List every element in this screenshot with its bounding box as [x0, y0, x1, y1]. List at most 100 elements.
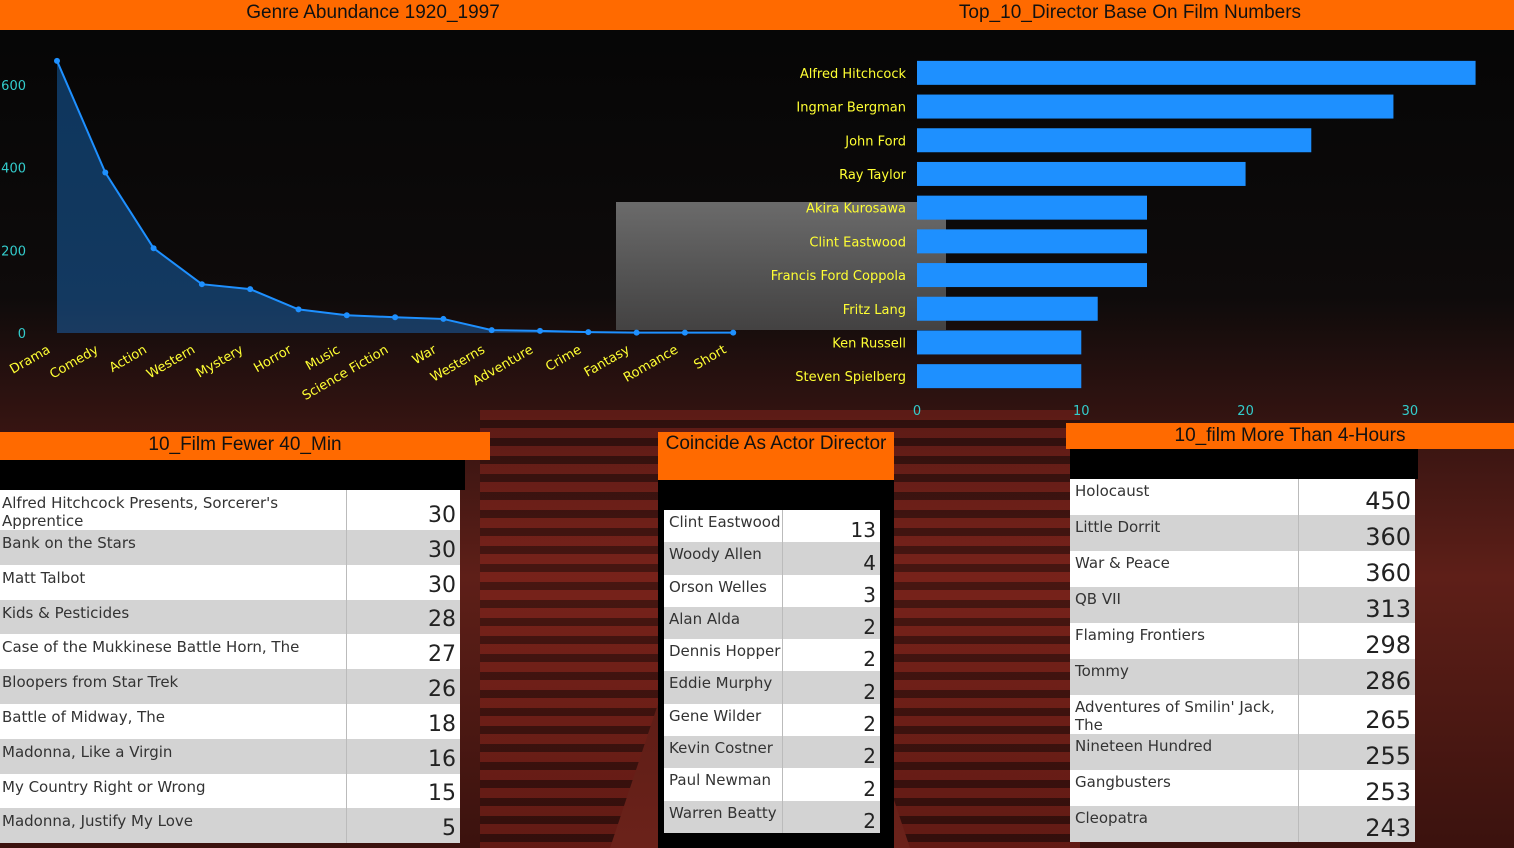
- actor-director-row[interactable]: Kevin Costner 2: [664, 736, 880, 769]
- actor-director-title: Coincide As Actor Director: [665, 433, 887, 454]
- actor-director-value-cell: 2: [782, 671, 880, 704]
- long-films-title: 10_film More Than 4-Hours: [1174, 425, 1406, 446]
- long-films-value-cell: 243: [1298, 806, 1415, 842]
- actor-director-row[interactable]: Eddie Murphy 2: [664, 671, 880, 704]
- actor-director-row[interactable]: Clint Eastwood 13: [664, 510, 880, 543]
- genre-point-action[interactable]: [150, 245, 157, 252]
- short-films-value-cell: 30: [346, 564, 460, 600]
- long-films-name-cell: Nineteen Hundred: [1070, 734, 1299, 770]
- actor-director-value-cell: 2: [782, 703, 880, 737]
- actor-director-row[interactable]: Woody Allen 4: [664, 542, 880, 575]
- genre-x-tick-label: Mystery: [194, 342, 247, 381]
- short-films-table-header-bar: [0, 460, 465, 490]
- long-films-row[interactable]: Nineteen Hundred 255: [1070, 734, 1415, 770]
- genre-x-tick-label: Romance: [621, 342, 681, 385]
- long-films-row[interactable]: Holocaust 450: [1070, 479, 1415, 515]
- genre-x-tick-label: Comedy: [47, 342, 101, 382]
- director-y-tick-label: Ken Russell: [832, 336, 906, 351]
- short-films-title: 10_Film Fewer 40_Min: [148, 434, 342, 455]
- actor-director-row[interactable]: Paul Newman 2: [664, 768, 880, 801]
- short-films-value-cell: 27: [346, 634, 460, 670]
- director-y-tick-label: Clint Eastwood: [809, 235, 906, 250]
- director-bar-ken-russell[interactable]: [917, 330, 1082, 355]
- short-films-row[interactable]: Bank on the Stars 30: [0, 530, 460, 565]
- genre-point-western[interactable]: [198, 281, 205, 288]
- long-films-row[interactable]: Gangbusters 253: [1070, 770, 1415, 806]
- director-bar-ray-taylor[interactable]: [917, 161, 1246, 186]
- short-films-row[interactable]: Case of the Mukkinese Battle Horn, The 27: [0, 634, 460, 670]
- genre-y-tick-label: 600: [1, 79, 26, 94]
- long-films-name-cell: Holocaust: [1070, 479, 1299, 515]
- short-films-table: Alfred Hitchcock Presents, Sorcerer's Ap…: [0, 490, 460, 844]
- genre-x-tick-label: Drama: [7, 342, 53, 377]
- director-x-tick-label: 30: [1402, 404, 1419, 419]
- genre-point-westerns[interactable]: [488, 327, 495, 334]
- director-bar-steven-spielberg[interactable]: [917, 364, 1082, 389]
- actor-director-row[interactable]: Alan Alda 2: [664, 606, 880, 640]
- director-bar-fritz-lang[interactable]: [917, 296, 1098, 321]
- short-films-row[interactable]: Madonna, Justify My Love 5: [0, 808, 460, 844]
- short-films-value-cell: 28: [346, 599, 460, 635]
- actor-director-row[interactable]: Dennis Hopper 2: [664, 639, 880, 672]
- director-y-tick-label: Akira Kurosawa: [806, 202, 906, 217]
- long-films-row[interactable]: Cleopatra 243: [1070, 806, 1415, 842]
- short-films-value-cell: 15: [346, 773, 460, 809]
- actor-director-name-cell: Dennis Hopper: [664, 639, 783, 672]
- director-bar-clint-eastwood[interactable]: [917, 229, 1147, 254]
- genre-x-tick-label: War: [410, 342, 440, 368]
- actor-director-value-cell: 13: [782, 510, 880, 543]
- director-y-tick-label: John Ford: [844, 134, 906, 149]
- genre-point-music[interactable]: [343, 312, 350, 319]
- short-films-row[interactable]: Matt Talbot 30: [0, 564, 460, 600]
- actor-director-header: Coincide As Actor Director: [658, 432, 894, 480]
- long-films-value-cell: 360: [1298, 515, 1415, 551]
- short-films-row[interactable]: Alfred Hitchcock Presents, Sorcerer's Ap…: [0, 490, 460, 530]
- genre-point-adventure[interactable]: [537, 327, 543, 334]
- genre-point-fantasy[interactable]: [633, 329, 640, 336]
- long-films-row[interactable]: Flaming Frontiers 298: [1070, 623, 1415, 659]
- genre-point-science-fiction[interactable]: [392, 314, 399, 321]
- short-films-row[interactable]: My Country Right or Wrong 15: [0, 773, 460, 809]
- director-y-tick-label: Steven Spielberg: [795, 370, 906, 385]
- genre-x-tick-label: Crime: [543, 342, 584, 374]
- director-bar-john-ford[interactable]: [917, 128, 1312, 153]
- long-films-value-cell: 450: [1298, 479, 1415, 515]
- long-films-value-cell: 298: [1298, 623, 1415, 659]
- short-films-row[interactable]: Bloopers from Star Trek 26: [0, 669, 460, 704]
- long-films-row[interactable]: War & Peace 360: [1070, 551, 1415, 587]
- actor-director-row[interactable]: Gene Wilder 2: [664, 703, 880, 737]
- director-y-tick-label: Alfred Hitchcock: [800, 67, 907, 82]
- genre-point-romance[interactable]: [681, 329, 688, 336]
- short-films-row[interactable]: Madonna, Like a Virgin 16: [0, 738, 460, 774]
- actor-director-name-cell: Paul Newman: [664, 768, 783, 801]
- director-x-tick-label: 20: [1237, 404, 1254, 419]
- long-films-name-cell: Adventures of Smilin' Jack, The: [1070, 695, 1299, 734]
- genre-point-war[interactable]: [440, 315, 447, 322]
- long-films-row[interactable]: QB VII 313: [1070, 587, 1415, 623]
- long-films-row[interactable]: Little Dorrit 360: [1070, 515, 1415, 551]
- director-bar-francis-ford-coppola[interactable]: [917, 263, 1147, 288]
- director-bar-alfred-hitchcock[interactable]: [917, 60, 1476, 85]
- director-chart-title: Top_10_Director Base On Film Numbers: [958, 2, 1302, 23]
- director-bar-ingmar-bergman[interactable]: [917, 94, 1394, 119]
- genre-point-horror[interactable]: [295, 306, 302, 313]
- genre-point-comedy[interactable]: [102, 169, 109, 176]
- short-films-name-cell: Matt Talbot: [0, 564, 347, 600]
- genre-point-drama[interactable]: [54, 57, 60, 64]
- actor-director-name-cell: Woody Allen: [664, 542, 783, 575]
- short-films-row[interactable]: Kids & Pesticides 28: [0, 599, 460, 635]
- genre-point-short[interactable]: [730, 329, 737, 336]
- genre-point-mystery[interactable]: [247, 286, 254, 293]
- short-films-name-cell: My Country Right or Wrong: [0, 773, 347, 809]
- long-films-row[interactable]: Adventures of Smilin' Jack, The 265: [1070, 695, 1415, 734]
- long-films-value-cell: 253: [1298, 770, 1415, 806]
- long-films-name-cell: Cleopatra: [1070, 806, 1299, 842]
- genre-x-tick-label: Western: [144, 342, 198, 382]
- genre-point-crime[interactable]: [585, 329, 592, 336]
- director-bar-akira-kurosawa[interactable]: [917, 195, 1147, 220]
- long-films-row[interactable]: Tommy 286: [1070, 659, 1415, 695]
- actor-director-row[interactable]: Warren Beatty 2: [664, 800, 880, 833]
- short-films-row[interactable]: Battle of Midway, The 18: [0, 703, 460, 739]
- actor-director-row[interactable]: Orson Welles 3: [664, 574, 880, 607]
- long-films-value-cell: 313: [1298, 587, 1415, 623]
